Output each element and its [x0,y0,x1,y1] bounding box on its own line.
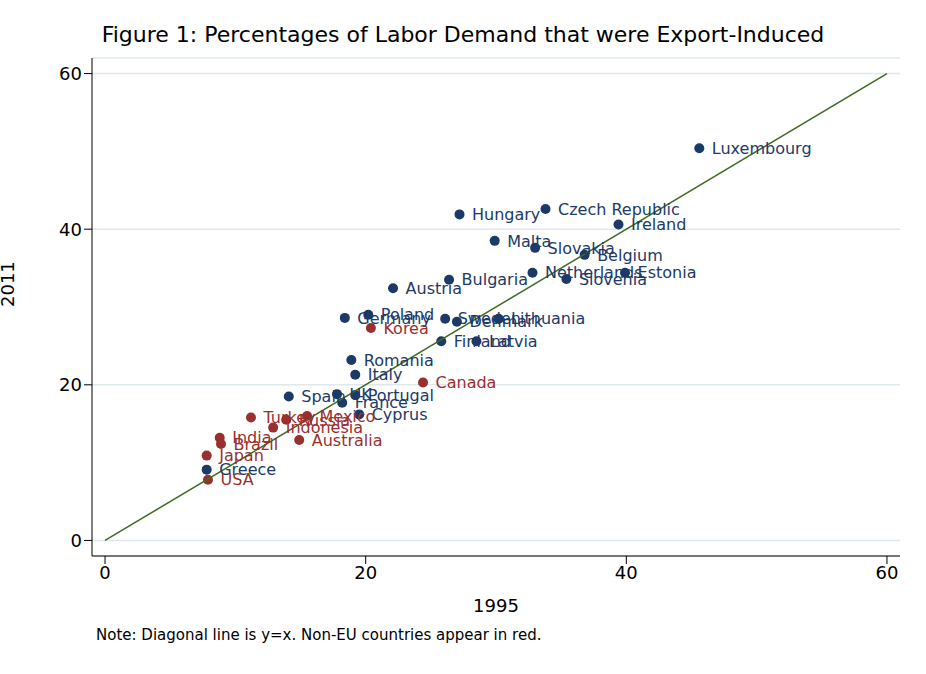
svg-text:60: 60 [876,562,899,583]
svg-text:Belgium: Belgium [597,246,663,265]
svg-text:40: 40 [615,562,638,583]
svg-text:Hungary: Hungary [472,205,540,224]
svg-text:1995: 1995 [473,595,519,616]
svg-text:20: 20 [354,562,377,583]
svg-text:Australia: Australia [312,431,383,450]
svg-text:Mexico: Mexico [319,406,376,426]
svg-text:0: 0 [71,530,82,551]
svg-text:USA: USA [221,470,254,489]
svg-text:2011: 2011 [8,261,18,307]
svg-text:Finland: Finland [453,331,511,351]
svg-text:Italy: Italy [368,365,403,384]
svg-text:Denmark: Denmark [469,312,543,331]
svg-text:0: 0 [99,562,110,583]
svg-text:Slovakia: Slovakia [547,238,615,258]
html-text:Figure 1: Percentages of Labor: Figure 1: Percentages of Labor Demand th… [101,22,825,47]
svg-text:Cyprus: Cyprus [372,405,428,424]
svg-text:Romania: Romania [363,350,434,370]
svg-text:Czech Republic: Czech Republic [558,199,680,219]
svg-text:Korea: Korea [383,319,428,338]
svg-text:Lithuania: Lithuania [511,309,586,329]
svg-text:60: 60 [59,63,82,84]
svg-text:France: France [354,393,408,413]
svg-text:Spain: Spain [301,387,346,406]
html-text:Note: Diagonal line is y=x. No: Note: Diagonal line is y=x. Non-EU count… [96,626,542,644]
svg-text:Estonia: Estonia [637,263,697,283]
svg-text:20: 20 [59,374,82,395]
svg-text:Latvia: Latvia [489,332,538,351]
svg-text:Canada: Canada [436,373,497,392]
svg-text:Austria: Austria [406,279,463,298]
svg-text:Ireland: Ireland [631,215,686,234]
svg-text:Malta: Malta [507,232,551,251]
svg-text:40: 40 [59,219,82,240]
svg-text:Brazil: Brazil [233,434,279,454]
svg-text:Bulgaria: Bulgaria [462,270,528,289]
svg-text:Japan: Japan [218,446,264,465]
svg-text:Indonesia: Indonesia [285,418,363,438]
svg-text:Slovenia: Slovenia [579,270,647,289]
svg-text:Luxembourg: Luxembourg [712,139,812,158]
